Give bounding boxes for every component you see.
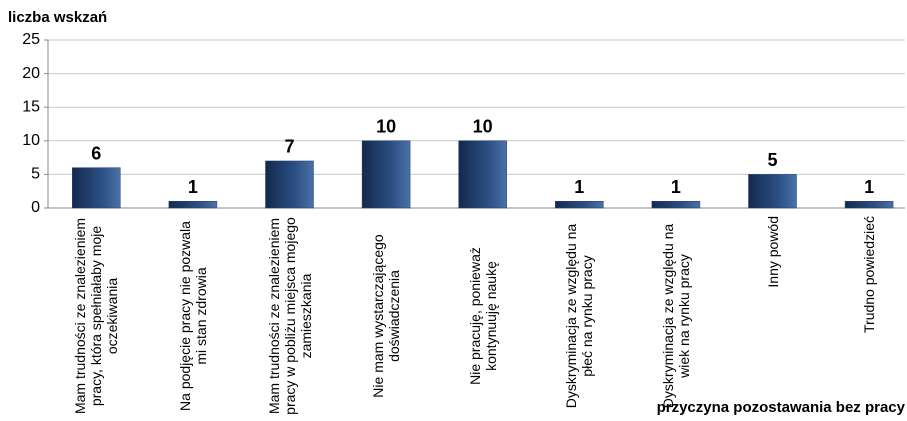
x-tick-text: Nie pracuję, ponieważ kontynuuję naukę — [466, 247, 499, 385]
y-tick-label: 10 — [22, 132, 40, 149]
x-tick-label: Mam trudności ze znalezieniem pracy, któ… — [72, 216, 120, 416]
bar — [458, 140, 507, 209]
value-label: 1 — [574, 177, 584, 197]
value-label: 1 — [864, 177, 874, 197]
x-tick-label: Nie mam wystarczającego doświadczenia — [370, 216, 402, 416]
y-axis-title: liczba wskzań — [8, 9, 107, 26]
bar — [555, 201, 604, 209]
x-tick-text: Nie mam wystarczającego doświadczenia — [370, 234, 403, 398]
x-tick-label: Dyskryminacja ze względu na płeć na rynk… — [563, 216, 595, 416]
x-tick-text: Trudno powiedzieć — [861, 216, 878, 333]
bar — [361, 140, 411, 209]
x-tick-label: Nie pracuję, ponieważ kontynuuję naukę — [467, 216, 499, 416]
bar — [748, 174, 797, 209]
x-tick-label: Mam trudności ze znalezieniem pracy w po… — [266, 216, 314, 416]
x-tick-text: Mam trudności ze znalezieniem pracy, któ… — [72, 217, 121, 415]
bar — [265, 160, 314, 209]
y-tick-label: 5 — [31, 166, 40, 183]
value-label: 7 — [284, 137, 294, 157]
value-label: 5 — [767, 150, 777, 170]
x-tick-label: Inny powód — [765, 216, 781, 416]
x-tick-text: Inny powód — [764, 216, 781, 288]
x-tick-text: Mam trudności ze znalezieniem pracy w po… — [265, 217, 314, 415]
bar — [72, 167, 121, 209]
x-tick-label: Dyskryminacja ze względu na wiek na rynk… — [660, 216, 692, 416]
value-label: 10 — [376, 117, 396, 137]
y-tick-label: 20 — [22, 65, 40, 82]
x-tick-label: Trudno powiedzieć — [861, 216, 877, 416]
bar — [844, 201, 894, 209]
value-label: 10 — [473, 117, 493, 137]
value-label: 1 — [188, 177, 198, 197]
y-tick-label: 15 — [22, 98, 40, 115]
x-axis-title: przyczyna pozostawania bez pracy — [657, 399, 906, 416]
bar — [168, 201, 218, 209]
bar — [651, 201, 701, 209]
x-tick-text: Na podjęcie pracy nie pozwala mi stan zd… — [176, 221, 209, 411]
x-tick-text: Dyskryminacja ze względu na płeć na rynk… — [563, 223, 596, 409]
value-label: 6 — [91, 143, 101, 163]
value-label: 1 — [671, 177, 681, 197]
x-tick-text: Dyskryminacja ze względu na wiek na rynk… — [659, 223, 692, 409]
x-tick-label: Na podjęcie pracy nie pozwala mi stan zd… — [177, 216, 209, 416]
y-tick-label: 25 — [22, 31, 40, 48]
y-tick-label: 0 — [31, 199, 40, 216]
